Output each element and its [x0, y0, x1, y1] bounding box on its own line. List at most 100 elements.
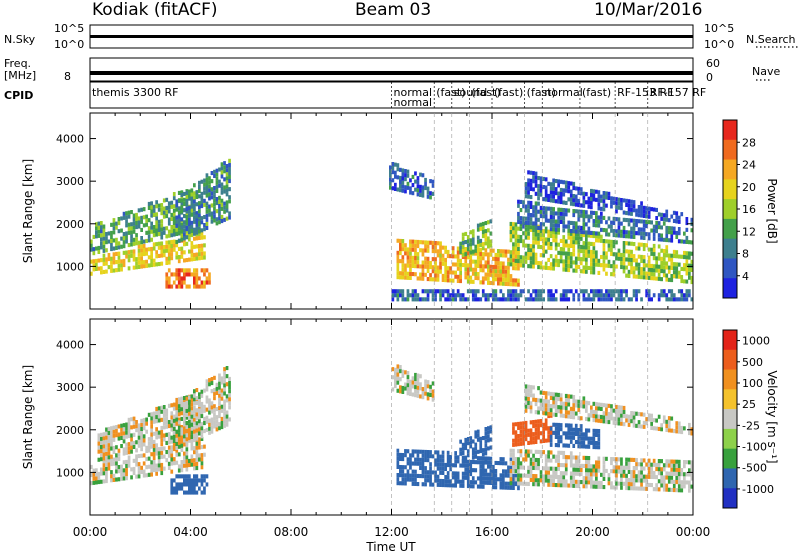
range-gate-cell [130, 226, 133, 231]
range-gate-cell [396, 258, 400, 263]
range-gate-cell [577, 232, 581, 237]
range-gate-cell [162, 466, 166, 471]
range-gate-cell [155, 427, 158, 432]
range-gate-cell [183, 280, 186, 285]
range-gate-cell [439, 257, 442, 262]
range-gate-cell [544, 426, 548, 431]
range-gate-cell [627, 199, 631, 204]
range-gate-cell [554, 466, 558, 471]
range-gate-cell [600, 206, 603, 211]
range-gate-cell [225, 398, 229, 403]
range-gate-cell [539, 237, 543, 242]
range-gate-cell [544, 241, 548, 246]
range-gate-cell [549, 223, 553, 228]
range-gate-cell [497, 265, 500, 270]
range-gate-cell [130, 467, 133, 472]
range-gate-cell [396, 364, 400, 369]
range-gate-cell [190, 442, 194, 447]
range-gate-cell [142, 438, 146, 443]
range-gate-cell [218, 405, 221, 410]
range-gate-cell [193, 478, 196, 483]
range-gate-cell [577, 484, 581, 489]
range-gate-cell [401, 255, 405, 260]
range-gate-cell [675, 488, 679, 493]
range-gate-cell [582, 463, 586, 468]
range-gate-cell [534, 449, 538, 454]
range-gate-cell [534, 439, 538, 444]
range-gate-cell [610, 247, 613, 252]
range-gate-cell [688, 289, 691, 294]
range-gate-cell [642, 259, 646, 264]
range-gate-cell [672, 210, 676, 215]
range-gate-cell [406, 449, 410, 454]
range-gate-cell [647, 214, 651, 219]
range-gate-cell [185, 229, 189, 234]
range-gate-cell [527, 405, 530, 410]
range-gate-cell [597, 293, 601, 298]
range-gate-cell [647, 466, 651, 471]
range-gate-cell [165, 256, 169, 261]
range-gate-cell [645, 289, 648, 294]
range-gate-cell [135, 221, 138, 226]
range-gate-cell [642, 474, 646, 479]
range-gate-cell [534, 478, 538, 483]
range-gate-cell [559, 483, 563, 488]
range-gate-cell [595, 219, 598, 224]
range-gate-cell [152, 242, 156, 247]
range-gate-cell [595, 402, 598, 407]
range-gate-cell [517, 255, 520, 260]
range-gate-cell [439, 454, 442, 459]
range-gate-cell [461, 248, 465, 253]
range-gate-cell [147, 205, 151, 210]
range-gate-cell [97, 437, 101, 442]
range-gate-cell [107, 462, 111, 467]
range-gate-cell [225, 192, 229, 197]
range-gate-cell [592, 231, 596, 236]
range-gate-cell [499, 477, 503, 482]
range-gate-cell [567, 394, 571, 399]
range-gate-cell [527, 251, 530, 256]
range-gate-cell [481, 468, 485, 473]
range-gate-cell [225, 168, 229, 173]
range-gate-cell [193, 490, 196, 495]
range-gate-cell [524, 429, 528, 434]
range-gate-cell [607, 481, 611, 486]
range-gate-cell [688, 427, 691, 432]
range-gate-cell [574, 202, 578, 207]
range-gate-cell [569, 463, 573, 468]
range-gate-cell [210, 405, 214, 410]
range-gate-cell [582, 480, 586, 485]
range-gate-cell [223, 407, 226, 412]
range-gate-cell [512, 254, 515, 259]
x-tick-label: 16:00 [475, 525, 510, 539]
range-gate-cell [632, 230, 636, 235]
range-gate-cell [690, 275, 694, 280]
range-gate-cell [625, 461, 628, 466]
range-gate-cell [416, 449, 420, 454]
range-gate-cell [677, 219, 681, 224]
range-gate-cell [542, 474, 545, 479]
range-gate-cell [585, 444, 588, 449]
range-gate-cell [579, 249, 583, 254]
range-gate-cell [605, 415, 608, 420]
range-gate-cell [481, 476, 485, 481]
range-gate-cell [595, 215, 598, 220]
range-gate-cell [554, 258, 558, 263]
range-gate-cell [559, 192, 563, 197]
range-gate-cell [517, 246, 520, 251]
range-gate-cell [572, 236, 576, 241]
range-gate-cell [484, 431, 488, 436]
cpid-segment-label: normal [394, 86, 433, 99]
range-gate-cell [582, 436, 586, 441]
range-gate-cell [210, 381, 214, 386]
range-gate-cell [90, 239, 93, 244]
range-gate-cell [547, 245, 550, 250]
range-gate-cell [577, 190, 581, 195]
range-gate-cell [680, 254, 684, 259]
range-gate-cell [665, 261, 669, 266]
range-gate-cell [469, 463, 473, 468]
range-gate-cell [434, 293, 437, 298]
range-gate-cell [489, 480, 493, 485]
range-gate-cell [107, 466, 111, 471]
range-gate-cell [524, 473, 528, 478]
